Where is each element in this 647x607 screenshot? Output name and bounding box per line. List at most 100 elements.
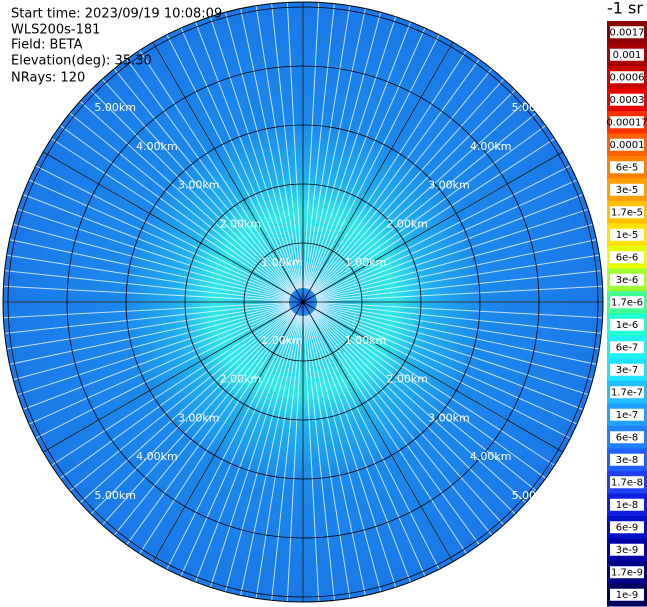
ray-gap [17,208,290,299]
ray-gap [255,315,302,599]
ray-gap [315,179,578,297]
ray-gap [101,312,295,526]
colorbar-label-box [610,71,644,84]
ray-gap [3,285,290,302]
colorbar-label-box [610,26,644,39]
info-line: Elevation(deg): 35.30 [11,54,152,69]
ray-gap [35,165,291,297]
ray-gap [310,50,467,291]
colorbar-label-box [610,453,644,466]
colorbar-label: 1.7e-8 [611,477,643,488]
colorbar-label-box [610,251,644,264]
ring-label: 1.00km [345,256,387,269]
colorbar-label: 3e-9 [616,545,639,556]
colorbar-label: 0.0003 [610,95,645,106]
ray-gap [255,5,302,289]
ray-gap [4,302,290,334]
ring-label: 3.00km [178,411,220,424]
ray-gap [314,138,555,295]
colorbar-label: 1e-8 [616,500,639,511]
ray-gap [305,315,366,596]
ray-gap [308,314,426,577]
ray-gap [79,100,293,294]
ray-gap [313,310,537,492]
colorbar-label: 1e-7 [616,410,639,421]
ray-gap [90,311,294,515]
ray-gap [166,34,298,290]
colorbar-label-box [610,521,644,534]
ring-label: 2.00km [220,373,262,386]
ring-label: 2.00km [220,217,262,230]
ring-label: 5.00km [94,101,136,114]
ray-gap [303,315,335,601]
ray-gap [316,304,597,365]
colorbar-label: 6e-5 [616,162,639,173]
colorbar-label: 3e-8 [616,455,639,466]
ray-gap [310,313,480,545]
ring-label: 5.00km [512,101,554,114]
ray-gap [316,254,600,301]
colorbar-label: 1.7e-9 [611,567,643,578]
ray-gap [316,208,589,299]
range-grid [2,1,604,603]
colorbar-label-box [610,161,644,174]
colorbar-label-box [610,386,644,399]
ray-gap [180,27,298,290]
colorbar-label: 3e-5 [616,185,639,196]
ray-gap [310,59,480,291]
ray-gap [313,310,527,504]
ray-gap [6,254,290,301]
ray-gap [311,312,493,536]
ray-gap [60,125,292,295]
colorbar-label: 3e-6 [616,275,639,286]
ray-gap [307,21,411,290]
ray-gap [271,3,303,289]
colorbar-label: 1e-9 [616,590,639,601]
colorbar-label-box [610,48,644,61]
colorbar-label-box [610,566,644,579]
ray-gap [17,305,290,396]
ray-gap [69,310,293,492]
ray-gap [311,312,505,526]
ray-gap [308,314,440,570]
ring-label: 4.00km [470,140,512,153]
ray-gap [224,12,300,289]
ray-gap [311,78,505,292]
ray-gap [13,305,290,381]
ring-label: 3.00km [428,179,470,192]
ray-gap [6,303,290,350]
ring-label: 1.00km [261,334,303,347]
ray-gap [307,314,411,583]
colorbar-label-box [610,228,644,241]
colorbar: -1 sr 0.0017 0.001 0.0006 0.0003 0.00017 0.000… [606,0,647,607]
ring-label: 3.00km [178,179,220,192]
ring-label: 3.00km [428,411,470,424]
ring-label: 2.00km [386,373,428,386]
ray-gap [303,2,320,289]
colorbar-label: 6e-8 [616,432,639,443]
ray-gap [3,302,290,319]
ray-gap [316,302,602,334]
ray-gap [13,223,290,299]
ray-gap [314,125,546,295]
ray-gap [240,315,301,596]
colorbar-label-box [610,543,644,556]
info-line: Start time: 2023/09/19 10:08:09 [11,7,222,22]
ray-gap [286,2,303,289]
colorbar-label-box [610,183,644,196]
ray-gap [306,315,397,588]
ray-gap [316,223,593,299]
info-line: NRays: 120 [11,71,85,86]
ray-gap [9,304,290,365]
colorbar-label-box [610,296,644,309]
colorbar-label-box [610,431,644,444]
ray-gap [51,309,292,466]
ring-label: 2.00km [386,217,428,230]
ray-gap [113,68,295,292]
colorbar-unit: -1 sr [607,0,643,18]
ray-gap [209,16,300,289]
ray-gap [308,34,440,290]
ray-gap [305,8,366,289]
colorbar-label: 0.0017 [610,27,645,38]
